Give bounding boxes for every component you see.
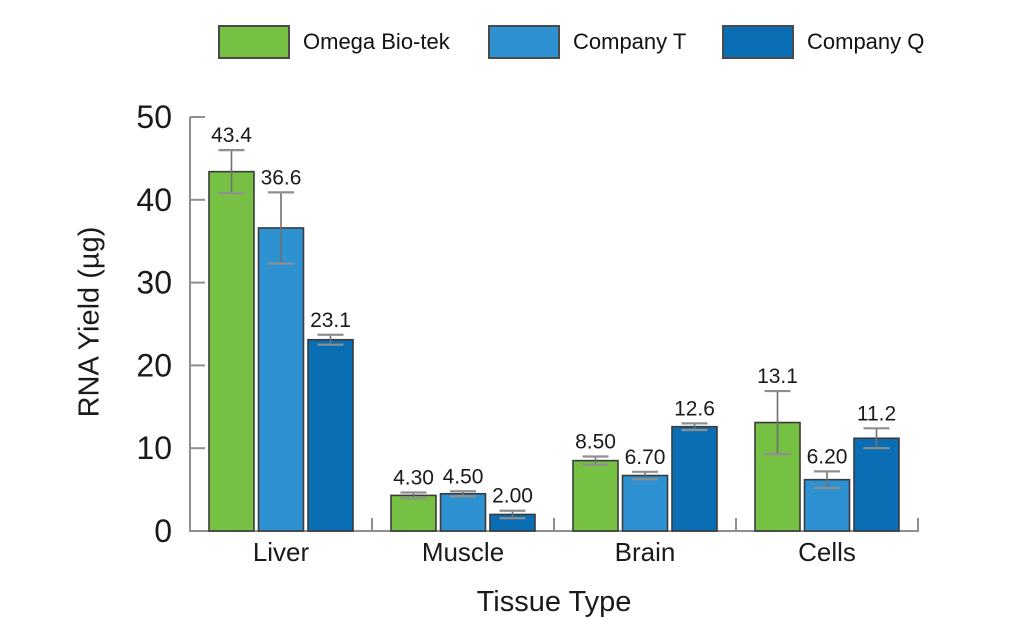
svg-text:Liver: Liver <box>253 537 310 567</box>
svg-text:40: 40 <box>136 182 172 218</box>
legend-label-omega-bio-tek: Omega Bio-tek <box>303 29 450 54</box>
svg-text:6.20: 6.20 <box>807 445 848 468</box>
svg-text:Brain: Brain <box>615 537 676 567</box>
legend-item-company-t: Company T <box>488 25 686 59</box>
svg-text:12.6: 12.6 <box>674 397 715 420</box>
legend-item-omega-bio-tek: Omega Bio-tek <box>218 25 450 59</box>
svg-text:6.70: 6.70 <box>625 446 666 469</box>
svg-text:2.00: 2.00 <box>492 485 533 508</box>
svg-text:11.2: 11.2 <box>857 402 896 425</box>
legend-label-company-t: Company T <box>573 29 687 54</box>
svg-text:43.4: 43.4 <box>211 124 252 147</box>
legend-swatch-company-t <box>488 25 560 59</box>
svg-text:Muscle: Muscle <box>422 537 504 567</box>
svg-text:30: 30 <box>136 265 172 301</box>
legend: Omega Bio-tek Company T Company Q <box>0 0 1024 80</box>
svg-text:8.50: 8.50 <box>575 430 616 453</box>
svg-text:36.6: 36.6 <box>261 166 302 189</box>
svg-text:0: 0 <box>154 513 172 549</box>
svg-text:4.30: 4.30 <box>393 466 434 489</box>
y-axis-label: RNA Yield (µg) <box>73 226 106 418</box>
legend-swatch-omega-bio-tek <box>218 25 290 59</box>
svg-text:4.50: 4.50 <box>443 465 484 488</box>
svg-text:20: 20 <box>136 347 172 383</box>
svg-text:50: 50 <box>136 99 172 135</box>
svg-text:23.1: 23.1 <box>310 309 351 332</box>
legend-item-company-q: Company Q <box>722 25 924 59</box>
svg-text:13.1: 13.1 <box>757 365 798 388</box>
legend-swatch-company-q <box>722 25 794 59</box>
x-axis-label: Tissue Type <box>476 586 632 618</box>
legend-label-company-q: Company Q <box>807 29 925 54</box>
svg-text:Cells: Cells <box>798 537 856 567</box>
svg-text:10: 10 <box>136 430 172 466</box>
